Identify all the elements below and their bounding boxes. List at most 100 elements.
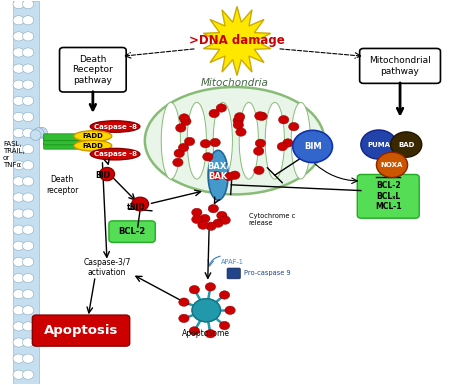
Circle shape <box>220 216 230 224</box>
FancyBboxPatch shape <box>109 221 155 243</box>
Circle shape <box>22 370 34 379</box>
Ellipse shape <box>33 128 44 139</box>
Text: BAD: BAD <box>398 142 414 147</box>
Ellipse shape <box>265 102 284 179</box>
Text: Caspase -8: Caspase -8 <box>93 124 137 129</box>
Ellipse shape <box>161 102 181 179</box>
Circle shape <box>13 354 24 363</box>
Circle shape <box>13 322 24 331</box>
Circle shape <box>254 147 264 156</box>
Circle shape <box>200 139 210 148</box>
Circle shape <box>13 112 24 122</box>
Circle shape <box>13 16 24 25</box>
Circle shape <box>236 128 246 136</box>
Circle shape <box>191 215 202 224</box>
Circle shape <box>376 152 408 177</box>
Circle shape <box>209 109 219 118</box>
Text: Caspase -8: Caspase -8 <box>93 151 137 157</box>
Circle shape <box>13 338 24 347</box>
Circle shape <box>22 257 34 266</box>
Circle shape <box>211 171 222 180</box>
Ellipse shape <box>208 150 228 200</box>
Circle shape <box>192 299 220 322</box>
Circle shape <box>13 209 24 218</box>
Text: >DNA damage: >DNA damage <box>189 35 285 47</box>
Circle shape <box>219 291 230 299</box>
Circle shape <box>200 214 210 223</box>
Circle shape <box>179 114 190 122</box>
FancyBboxPatch shape <box>44 142 81 149</box>
Circle shape <box>189 326 200 335</box>
FancyBboxPatch shape <box>44 134 81 141</box>
Circle shape <box>13 0 24 9</box>
FancyBboxPatch shape <box>227 268 240 279</box>
Circle shape <box>22 129 34 138</box>
Circle shape <box>217 211 227 220</box>
Circle shape <box>13 241 24 250</box>
Text: BCL-2
BCLₓL
MCL-1: BCL-2 BCLₓL MCL-1 <box>375 181 401 211</box>
Bar <box>12 1 38 384</box>
Text: APAF-1: APAF-1 <box>220 259 243 265</box>
Circle shape <box>22 177 34 186</box>
Ellipse shape <box>30 130 41 141</box>
Text: FASL,
TRAIL,
or
TNFα: FASL, TRAIL, or TNFα <box>3 141 25 167</box>
Circle shape <box>22 16 34 25</box>
Text: Death
Receptor
pathway: Death Receptor pathway <box>73 55 113 85</box>
Circle shape <box>254 166 264 174</box>
Circle shape <box>391 132 422 157</box>
Circle shape <box>189 285 200 294</box>
Circle shape <box>219 321 230 330</box>
Ellipse shape <box>213 102 232 179</box>
FancyBboxPatch shape <box>357 174 419 218</box>
Circle shape <box>283 139 293 147</box>
Circle shape <box>22 225 34 234</box>
FancyBboxPatch shape <box>360 49 440 84</box>
Circle shape <box>13 144 24 154</box>
Circle shape <box>257 112 267 121</box>
Circle shape <box>22 80 34 89</box>
Ellipse shape <box>291 102 310 179</box>
Text: Apoptosome: Apoptosome <box>182 329 230 338</box>
Ellipse shape <box>239 102 258 179</box>
FancyBboxPatch shape <box>32 315 130 346</box>
FancyBboxPatch shape <box>60 47 126 92</box>
Text: Mitochondria: Mitochondria <box>201 78 269 88</box>
Ellipse shape <box>145 87 324 194</box>
Circle shape <box>203 152 213 161</box>
Text: Pro-caspase 9: Pro-caspase 9 <box>244 270 291 276</box>
Text: Mitochondrial
pathway: Mitochondrial pathway <box>369 56 431 75</box>
Circle shape <box>191 208 202 217</box>
Circle shape <box>210 138 220 147</box>
Circle shape <box>22 96 34 105</box>
Circle shape <box>277 142 288 151</box>
Circle shape <box>22 322 34 331</box>
Circle shape <box>22 241 34 250</box>
Circle shape <box>289 122 299 131</box>
Circle shape <box>22 290 34 299</box>
Circle shape <box>198 221 208 229</box>
Circle shape <box>22 161 34 170</box>
Circle shape <box>255 139 265 147</box>
Circle shape <box>173 158 183 167</box>
Circle shape <box>192 299 220 322</box>
Circle shape <box>293 131 332 162</box>
Circle shape <box>22 354 34 363</box>
Text: BAX/
BAK: BAX/ BAK <box>207 162 229 181</box>
Text: Apoptosis: Apoptosis <box>44 324 118 337</box>
Ellipse shape <box>90 148 140 160</box>
Circle shape <box>184 137 195 146</box>
Text: Death
receptor: Death receptor <box>46 175 78 194</box>
Circle shape <box>233 121 244 129</box>
Circle shape <box>174 149 184 157</box>
Circle shape <box>225 306 235 315</box>
Circle shape <box>22 144 34 154</box>
Text: Cytochrome c
release: Cytochrome c release <box>249 213 295 226</box>
Polygon shape <box>203 7 271 75</box>
Circle shape <box>178 143 189 152</box>
Text: FADD: FADD <box>82 143 103 149</box>
Circle shape <box>22 0 34 9</box>
Circle shape <box>255 112 265 120</box>
Ellipse shape <box>100 167 115 181</box>
Circle shape <box>13 177 24 186</box>
Circle shape <box>278 116 289 124</box>
